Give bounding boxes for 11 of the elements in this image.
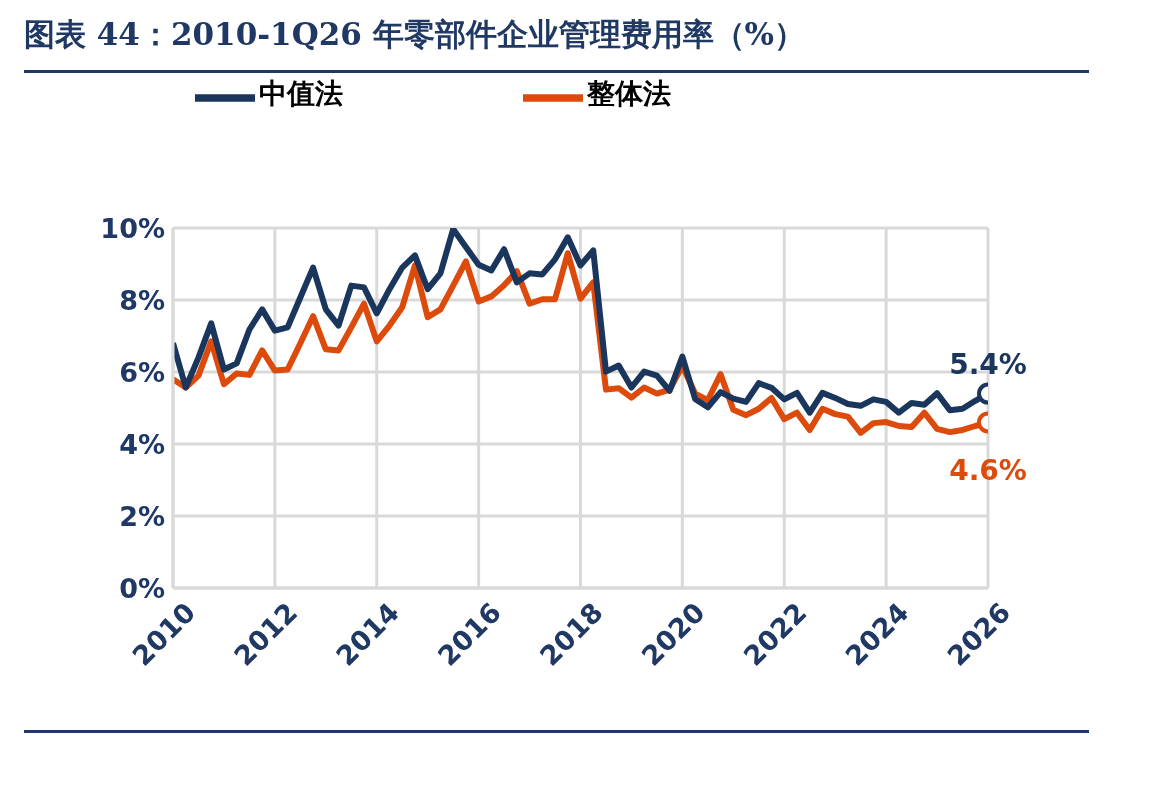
y-tick-label: 8% bbox=[119, 284, 165, 316]
y-tick-label: 0% bbox=[119, 572, 165, 604]
y-tick-label: 4% bbox=[119, 428, 165, 460]
data-label: 4.6% bbox=[949, 454, 1027, 488]
data-label: 5.4% bbox=[949, 347, 1027, 381]
y-tick-label: 2% bbox=[119, 500, 165, 532]
legend-label: 整体法 bbox=[587, 76, 671, 110]
y-tick-label: 6% bbox=[119, 356, 165, 388]
legend-label: 中值法 bbox=[259, 76, 343, 110]
chart-title: 图表 44：2010-1Q26 年零部件企业管理费用率（%） bbox=[24, 16, 806, 52]
y-tick-label: 10% bbox=[100, 212, 165, 244]
